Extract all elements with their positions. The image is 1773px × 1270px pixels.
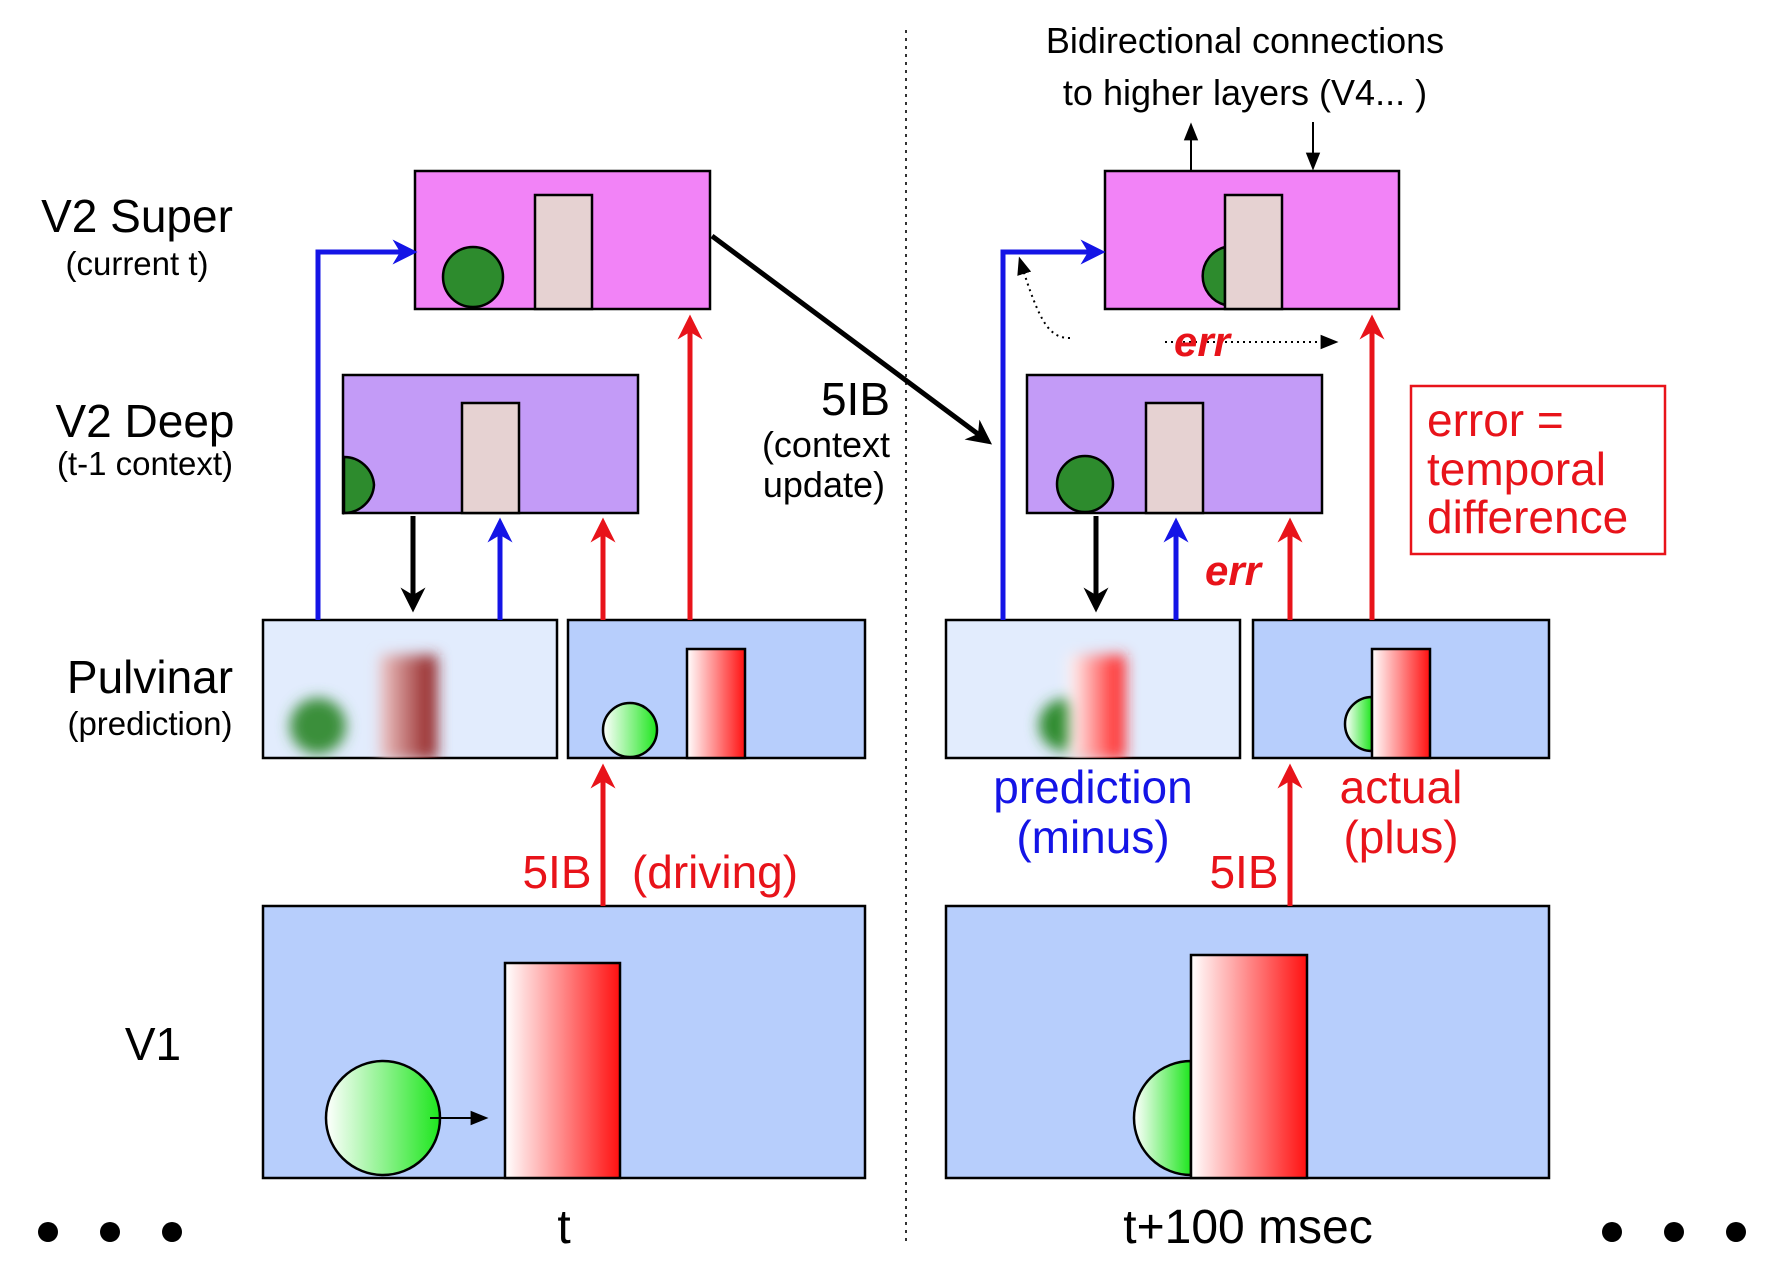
bidirectional-label-line2: to higher layers (V4... ) (1063, 72, 1427, 113)
err-label-top: err (1174, 318, 1233, 365)
ellipsis-left (38, 1222, 182, 1242)
actual-label-line2: (plus) (1343, 811, 1458, 863)
context-update-arrow (710, 233, 993, 445)
driving-label: (driving) (632, 846, 798, 898)
bar-shape (503, 961, 622, 1180)
pulvinar-title: Pulvinar (67, 651, 233, 703)
blue-feedback-arrow-t100 (1000, 239, 1106, 620)
v1-box-t (261, 904, 867, 1180)
ball-shape (441, 245, 505, 309)
bar-shape (460, 401, 521, 515)
bar-shape (1370, 647, 1432, 760)
v1-box-t100 (944, 904, 1551, 1180)
ball-shape (324, 1059, 442, 1177)
v2-deep-subtitle: (t-1 context) (57, 445, 233, 482)
driving-5ib-label-t: 5IB (522, 846, 591, 898)
prediction-label-line2: (minus) (1016, 811, 1169, 863)
error-definition-box: error = temporal difference (1409, 384, 1667, 556)
v2-deep-box-t100 (1025, 373, 1324, 515)
bar-shape (1223, 193, 1284, 311)
driving-5ib-label-t100: 5IB (1209, 846, 1278, 898)
blue-feedback-arrow-t (315, 239, 418, 620)
bar-shape (1144, 401, 1205, 515)
prediction-label-line1: prediction (993, 761, 1192, 813)
error-box-line2: temporal (1427, 443, 1606, 495)
v2-super-box-t100 (1103, 169, 1401, 311)
v2-deep-box-t (341, 373, 640, 515)
context-update-label-line2: (context (762, 424, 890, 465)
time-label-t: t (557, 1201, 570, 1254)
bar-shape (685, 647, 747, 760)
v2-super-box-t (413, 169, 712, 311)
ball-shape (601, 701, 659, 759)
error-box-line3: difference (1427, 491, 1628, 543)
pulvinar-subtitle: (prediction) (67, 705, 232, 742)
bar-shape (533, 193, 594, 311)
context-update-label-line3: update) (763, 464, 885, 505)
err-label-mid: err (1205, 547, 1264, 594)
time-label-t100: t+100 msec (1123, 1201, 1372, 1254)
ball-shape (1343, 695, 1374, 753)
bar-shape (1189, 953, 1309, 1180)
actual-label-line1: actual (1340, 761, 1463, 813)
context-update-label-line1: 5IB (821, 373, 890, 425)
pulvinar-actual-box-t (566, 618, 867, 760)
ball-shape (1201, 245, 1227, 307)
pulvinar-prediction-box-t100 (944, 618, 1242, 760)
pulvinar-actual-box-t100 (1251, 618, 1551, 760)
bidirectional-label-line1: Bidirectional connections (1046, 20, 1444, 61)
v2-deep-title: V2 Deep (55, 395, 234, 447)
err-dotted-arrow-back (1017, 256, 1071, 339)
v2-super-title: V2 Super (41, 190, 233, 242)
v1-title: V1 (125, 1018, 181, 1070)
blurred-ball-shape (290, 698, 346, 754)
blurred-bar-shape (1068, 655, 1125, 758)
blurred-bar-shape (380, 655, 437, 758)
ball-shape (1055, 454, 1115, 514)
ellipsis-right (1602, 1222, 1746, 1242)
pulvinar-prediction-box-t (261, 618, 559, 760)
v2-super-subtitle: (current t) (65, 245, 208, 282)
ball-shape (1132, 1059, 1193, 1177)
error-box-line1: error = (1427, 394, 1564, 446)
